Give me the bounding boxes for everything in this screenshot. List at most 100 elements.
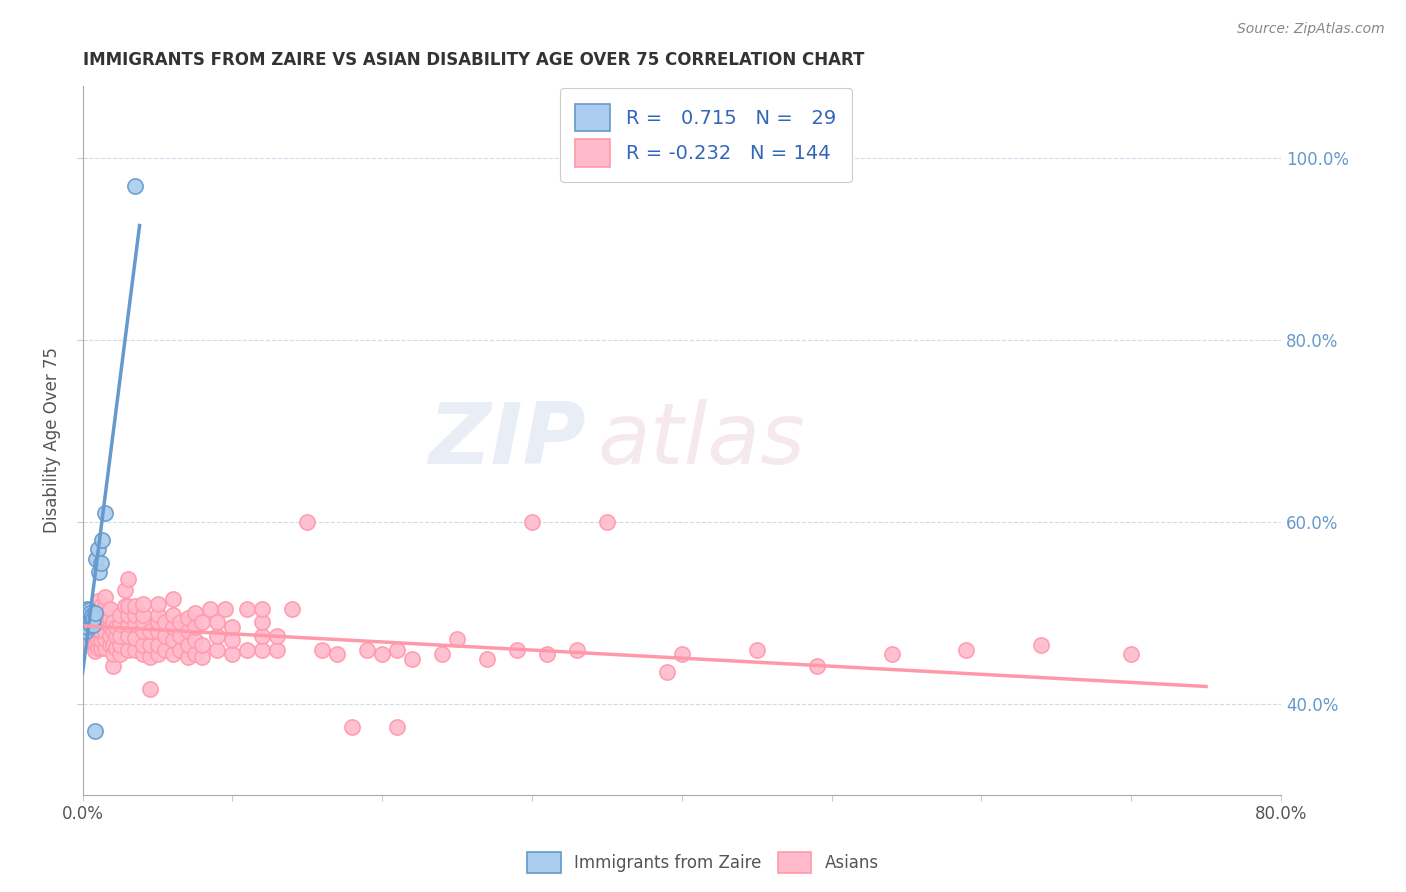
- Point: [98, 638, 121, 652]
- Point: [90, 624, 112, 639]
- Point: [184, 647, 207, 661]
- Point: [176, 624, 198, 639]
- Point: [79, 617, 101, 632]
- Point: [596, 515, 619, 529]
- Point: [184, 606, 207, 620]
- Point: [252, 642, 274, 657]
- Text: ZIP: ZIP: [429, 399, 586, 482]
- Point: [86, 615, 108, 630]
- Point: [75, 606, 97, 620]
- Point: [162, 592, 184, 607]
- Point: [84, 627, 107, 641]
- Point: [90, 640, 112, 655]
- Point: [94, 640, 117, 655]
- Point: [955, 642, 977, 657]
- Point: [77, 623, 100, 637]
- Point: [73, 606, 96, 620]
- Point: [94, 632, 117, 646]
- Point: [236, 601, 259, 615]
- Point: [146, 597, 169, 611]
- Point: [77, 614, 100, 628]
- Point: [83, 624, 105, 639]
- Point: [117, 629, 139, 643]
- Point: [520, 515, 543, 529]
- Point: [82, 611, 104, 625]
- Point: [77, 615, 100, 630]
- Point: [745, 642, 768, 657]
- Point: [108, 607, 131, 622]
- Point: [90, 633, 112, 648]
- Point: [101, 615, 124, 630]
- Point: [82, 618, 104, 632]
- Point: [153, 629, 176, 643]
- Point: [90, 556, 112, 570]
- Point: [506, 642, 529, 657]
- Point: [1121, 647, 1143, 661]
- Point: [79, 620, 101, 634]
- Point: [475, 651, 498, 665]
- Point: [446, 632, 468, 646]
- Point: [162, 647, 184, 661]
- Point: [342, 720, 364, 734]
- Text: IMMIGRANTS FROM ZAIRE VS ASIAN DISABILITY AGE OVER 75 CORRELATION CHART: IMMIGRANTS FROM ZAIRE VS ASIAN DISABILIT…: [83, 51, 865, 69]
- Point: [387, 642, 409, 657]
- Point: [114, 599, 136, 613]
- Point: [124, 599, 146, 613]
- Point: [326, 647, 349, 661]
- Point: [184, 620, 207, 634]
- Point: [124, 607, 146, 622]
- Point: [84, 620, 107, 634]
- Point: [90, 599, 112, 613]
- Point: [77, 603, 100, 617]
- Point: [565, 642, 588, 657]
- Point: [98, 610, 121, 624]
- Point: [83, 615, 105, 630]
- Point: [401, 651, 423, 665]
- Point: [281, 601, 304, 615]
- Point: [89, 565, 111, 579]
- Point: [73, 615, 96, 630]
- Point: [387, 720, 409, 734]
- Point: [117, 617, 139, 632]
- Point: [90, 615, 112, 630]
- Point: [79, 629, 101, 643]
- Point: [82, 617, 104, 632]
- Point: [80, 632, 103, 646]
- Point: [266, 642, 288, 657]
- Legend: Immigrants from Zaire, Asians: Immigrants from Zaire, Asians: [520, 846, 886, 880]
- Point: [77, 608, 100, 623]
- Point: [176, 610, 198, 624]
- Point: [146, 647, 169, 661]
- Point: [139, 681, 162, 696]
- Point: [139, 638, 162, 652]
- Point: [82, 626, 104, 640]
- Point: [131, 607, 153, 622]
- Point: [124, 617, 146, 632]
- Point: [221, 647, 243, 661]
- Point: [76, 620, 98, 634]
- Point: [75, 624, 97, 639]
- Point: [117, 572, 139, 586]
- Point: [131, 597, 153, 611]
- Point: [108, 617, 131, 632]
- Point: [86, 607, 108, 622]
- Point: [80, 607, 103, 622]
- Point: [176, 649, 198, 664]
- Point: [108, 647, 131, 661]
- Point: [146, 638, 169, 652]
- Point: [131, 615, 153, 630]
- Point: [671, 647, 693, 661]
- Point: [76, 601, 98, 615]
- Point: [76, 615, 98, 630]
- Point: [83, 644, 105, 658]
- Point: [94, 599, 117, 613]
- Legend: R =   0.715   N =   29, R = -0.232   N = 144: R = 0.715 N = 29, R = -0.232 N = 144: [560, 88, 852, 182]
- Point: [94, 624, 117, 639]
- Point: [169, 629, 191, 643]
- Point: [131, 647, 153, 661]
- Point: [221, 620, 243, 634]
- Point: [153, 642, 176, 657]
- Point: [80, 606, 103, 620]
- Point: [91, 533, 114, 548]
- Point: [80, 615, 103, 630]
